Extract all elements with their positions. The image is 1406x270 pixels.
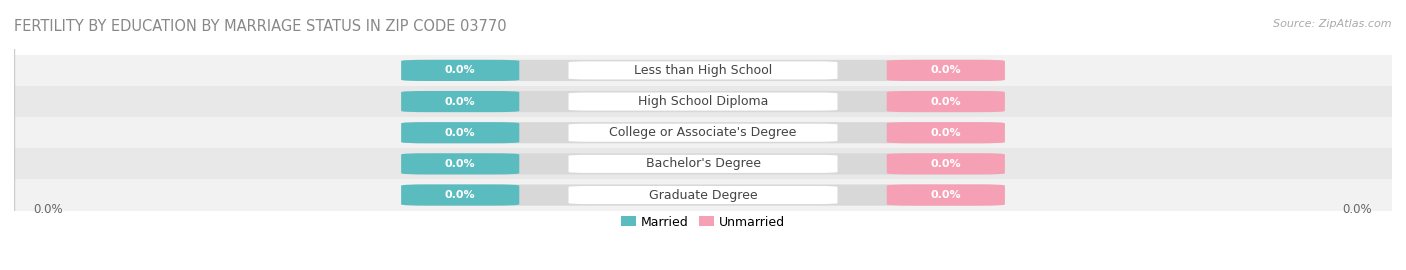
FancyBboxPatch shape bbox=[401, 122, 519, 143]
FancyBboxPatch shape bbox=[401, 184, 519, 206]
Text: Bachelor's Degree: Bachelor's Degree bbox=[645, 157, 761, 170]
FancyBboxPatch shape bbox=[568, 124, 838, 142]
Text: College or Associate's Degree: College or Associate's Degree bbox=[609, 126, 797, 139]
FancyBboxPatch shape bbox=[887, 122, 1005, 143]
FancyBboxPatch shape bbox=[14, 117, 1392, 148]
Text: 0.0%: 0.0% bbox=[931, 65, 962, 75]
FancyBboxPatch shape bbox=[887, 153, 1005, 174]
FancyBboxPatch shape bbox=[887, 91, 1005, 112]
Text: 0.0%: 0.0% bbox=[34, 204, 63, 217]
Text: 0.0%: 0.0% bbox=[931, 190, 962, 200]
Legend: Married, Unmarried: Married, Unmarried bbox=[616, 211, 790, 234]
Text: 0.0%: 0.0% bbox=[931, 159, 962, 169]
Text: Less than High School: Less than High School bbox=[634, 64, 772, 77]
FancyBboxPatch shape bbox=[401, 122, 1005, 143]
FancyBboxPatch shape bbox=[568, 186, 838, 204]
Text: 0.0%: 0.0% bbox=[1343, 204, 1372, 217]
FancyBboxPatch shape bbox=[14, 148, 1392, 180]
FancyBboxPatch shape bbox=[887, 60, 1005, 81]
Text: FERTILITY BY EDUCATION BY MARRIAGE STATUS IN ZIP CODE 03770: FERTILITY BY EDUCATION BY MARRIAGE STATU… bbox=[14, 19, 506, 34]
Text: 0.0%: 0.0% bbox=[931, 97, 962, 107]
Text: 0.0%: 0.0% bbox=[931, 128, 962, 138]
Text: Source: ZipAtlas.com: Source: ZipAtlas.com bbox=[1274, 19, 1392, 29]
FancyBboxPatch shape bbox=[401, 184, 1005, 206]
Text: 0.0%: 0.0% bbox=[444, 128, 475, 138]
FancyBboxPatch shape bbox=[401, 153, 1005, 174]
Text: Graduate Degree: Graduate Degree bbox=[648, 188, 758, 201]
FancyBboxPatch shape bbox=[568, 93, 838, 111]
Text: 0.0%: 0.0% bbox=[444, 159, 475, 169]
Text: 0.0%: 0.0% bbox=[444, 97, 475, 107]
FancyBboxPatch shape bbox=[401, 91, 519, 112]
Text: 0.0%: 0.0% bbox=[444, 65, 475, 75]
FancyBboxPatch shape bbox=[401, 60, 519, 81]
FancyBboxPatch shape bbox=[14, 180, 1392, 211]
FancyBboxPatch shape bbox=[401, 91, 1005, 112]
FancyBboxPatch shape bbox=[568, 155, 838, 173]
FancyBboxPatch shape bbox=[14, 55, 1392, 86]
Text: High School Diploma: High School Diploma bbox=[638, 95, 768, 108]
Text: 0.0%: 0.0% bbox=[444, 190, 475, 200]
FancyBboxPatch shape bbox=[887, 184, 1005, 206]
FancyBboxPatch shape bbox=[401, 153, 519, 174]
FancyBboxPatch shape bbox=[568, 61, 838, 79]
FancyBboxPatch shape bbox=[14, 86, 1392, 117]
FancyBboxPatch shape bbox=[401, 60, 1005, 81]
